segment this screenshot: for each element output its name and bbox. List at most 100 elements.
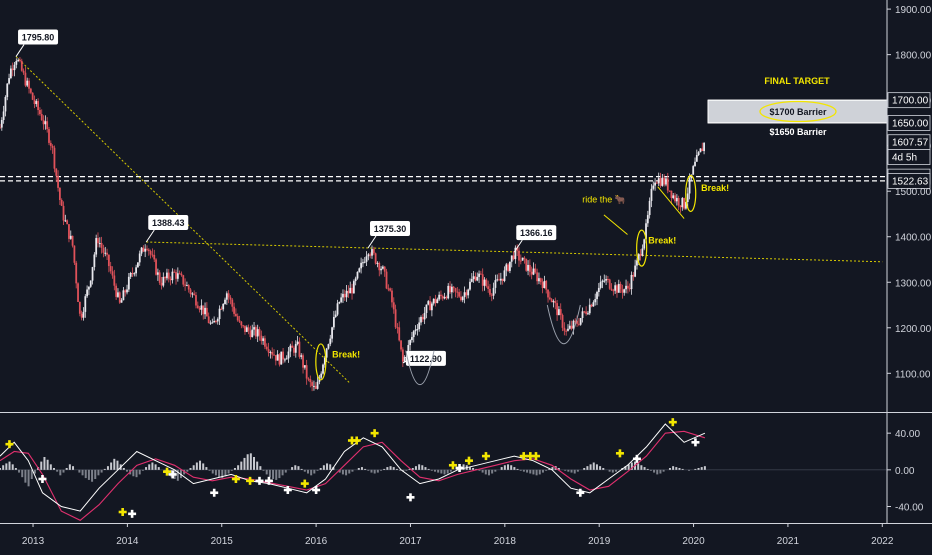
candle-body: [581, 311, 584, 318]
macd-histogram-bar: [332, 467, 335, 470]
candle-body: [494, 280, 497, 288]
wedge-arrow: [657, 186, 685, 219]
candle-body: [483, 279, 486, 286]
macd-histogram-bar: [595, 464, 598, 470]
candle-body: [639, 254, 642, 256]
candle-body: [672, 195, 675, 198]
macd-histogram-bar: [106, 466, 109, 470]
candle-body: [302, 355, 304, 368]
candle-body: [186, 285, 188, 287]
candle-body: [265, 346, 268, 350]
candle-body: [113, 275, 116, 286]
candle-body: [594, 299, 597, 303]
macd-histogram-bar: [218, 469, 221, 478]
candle-body: [460, 296, 462, 301]
macd-histogram-bar: [433, 469, 436, 472]
candle-body: [28, 80, 30, 89]
macd-histogram-bar: [481, 469, 484, 473]
macd-histogram-bar: [424, 467, 427, 470]
candle-body: [608, 279, 611, 289]
candle-body: [322, 364, 324, 374]
candle-body: [276, 354, 279, 361]
candle-body: [282, 351, 284, 360]
crossover-marker-v: [267, 476, 271, 485]
price-callout-label: 1388.43: [152, 218, 185, 228]
candle-body: [396, 327, 399, 329]
macd-histogram-bar: [681, 468, 684, 470]
crossover-marker-v: [484, 452, 488, 461]
candle-body: [220, 308, 223, 310]
candle-body: [196, 305, 199, 309]
crossover-marker-v: [451, 461, 455, 470]
candle-body: [434, 298, 437, 304]
macd-histogram-bar: [211, 469, 214, 474]
time-tick-label: 2014: [116, 536, 139, 547]
time-tick-label: 2019: [588, 536, 611, 547]
candle-body: [496, 279, 499, 281]
candle-body: [251, 329, 254, 338]
macd-histogram-bar: [637, 463, 640, 470]
macd-histogram-bar: [116, 460, 119, 470]
candle-body: [193, 293, 196, 296]
candle-body: [118, 292, 121, 303]
candle-body: [140, 247, 143, 254]
macd-histogram-bar: [227, 469, 230, 474]
macd-histogram-bar: [230, 469, 233, 471]
macd-tick-label: 40.00: [895, 429, 920, 440]
macd-histogram-bar: [224, 469, 227, 477]
macd-histogram-bar: [138, 469, 141, 475]
macd-histogram-bar: [427, 468, 430, 470]
macd-histogram-bar: [46, 459, 49, 470]
crossover-marker-v: [458, 464, 461, 472]
macd-histogram-bar: [507, 464, 510, 470]
candle-body: [149, 251, 152, 255]
crossover-marker-v: [258, 476, 261, 485]
candle-body: [643, 239, 646, 249]
candle-body: [661, 177, 664, 186]
macd-histogram-bar: [440, 469, 443, 474]
candle-body: [686, 193, 689, 203]
macd-histogram-bar: [259, 466, 262, 470]
macd-histogram-bar: [668, 468, 671, 470]
candle-body: [423, 312, 426, 320]
macd-histogram-bar: [91, 469, 94, 482]
macd-histogram-bar: [253, 457, 256, 470]
candle-body: [543, 280, 546, 289]
macd-histogram-bar: [662, 469, 665, 472]
candle-body: [311, 382, 314, 386]
candle-body: [124, 290, 127, 293]
candle-body: [429, 301, 431, 311]
price-badge-label: 1607.57: [892, 138, 929, 149]
candle-body: [381, 266, 384, 269]
macd-histogram-bar: [392, 467, 395, 470]
candle-body: [501, 278, 504, 281]
macd-histogram-bar: [33, 469, 36, 474]
macd-histogram-bar: [468, 467, 471, 470]
candle-body: [603, 280, 606, 282]
candle-body: [621, 289, 624, 293]
candle-body: [371, 249, 373, 256]
macd-histogram-bar: [694, 468, 697, 470]
candle-body: [420, 316, 422, 323]
macd-histogram-bar: [243, 457, 246, 470]
candle-body: [656, 182, 658, 184]
break-ellipse: [636, 229, 648, 267]
time-tick-label: 2020: [682, 536, 705, 547]
macd-histogram-bar: [643, 467, 646, 470]
candle-body: [474, 276, 477, 281]
cup-pattern-arc: [405, 350, 435, 385]
candle-body: [144, 248, 147, 252]
candle-body: [601, 280, 604, 282]
candle-body: [458, 292, 461, 297]
candle-body: [198, 308, 201, 310]
break-label: Break!: [648, 236, 676, 246]
candle-body: [648, 200, 651, 216]
macd-histogram-bar: [275, 469, 278, 480]
candle-body: [588, 304, 591, 314]
macd-histogram-bar: [570, 469, 573, 473]
candle-body: [254, 327, 257, 337]
candle-body: [469, 281, 471, 290]
candle-body: [548, 297, 551, 300]
candle-body: [195, 295, 197, 306]
macd-histogram-bar: [437, 469, 440, 473]
